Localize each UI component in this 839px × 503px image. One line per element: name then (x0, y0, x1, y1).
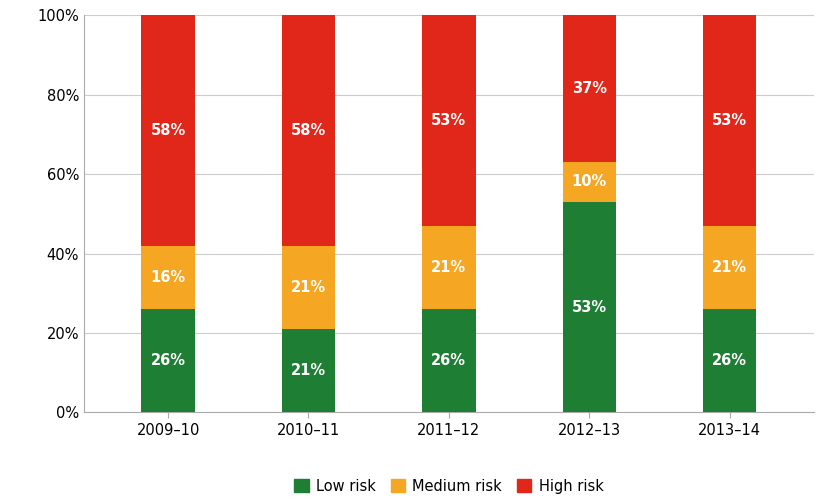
Text: 21%: 21% (291, 363, 326, 378)
Bar (422, 309, 476, 412)
Bar (422, 15, 476, 226)
Bar (703, 15, 756, 226)
Text: 53%: 53% (431, 113, 466, 128)
Text: 26%: 26% (712, 353, 747, 368)
Text: 37%: 37% (571, 81, 607, 96)
Bar (422, 226, 476, 309)
Bar (282, 245, 335, 329)
Text: 26%: 26% (431, 353, 466, 368)
Text: 21%: 21% (712, 260, 748, 275)
Bar (282, 15, 335, 245)
Bar (563, 15, 616, 162)
Text: 10%: 10% (571, 175, 607, 190)
Bar (142, 309, 195, 412)
Bar (703, 309, 756, 412)
Bar (282, 329, 335, 412)
Legend: Low risk, Medium risk, High risk: Low risk, Medium risk, High risk (287, 471, 611, 501)
Bar (142, 15, 195, 245)
Bar (563, 202, 616, 412)
Text: 58%: 58% (291, 123, 326, 138)
Text: 53%: 53% (712, 113, 748, 128)
Text: 26%: 26% (151, 353, 185, 368)
Text: 21%: 21% (431, 260, 466, 275)
Bar (563, 162, 616, 202)
Text: 58%: 58% (150, 123, 185, 138)
Bar (142, 245, 195, 309)
Text: 53%: 53% (571, 300, 607, 315)
Text: 16%: 16% (150, 270, 185, 285)
Bar (703, 226, 756, 309)
Text: 21%: 21% (291, 280, 326, 295)
